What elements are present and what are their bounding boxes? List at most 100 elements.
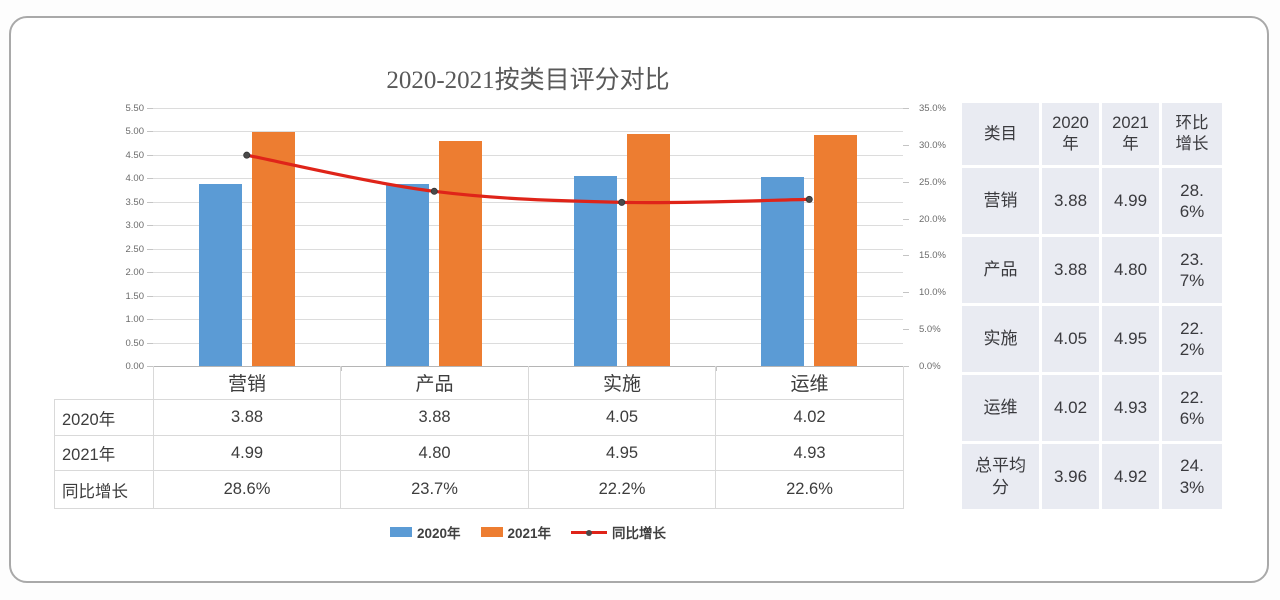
data-table-value-cell: 4.05: [528, 399, 716, 436]
left-axis-tick-label: 2.50: [125, 243, 145, 255]
data-table-value-cell: 23.7%: [340, 470, 529, 509]
legend-line-swatch: [571, 527, 608, 537]
left-axis-tick: [147, 201, 153, 203]
category-header-cell: 运维: [715, 366, 904, 400]
left-axis-tick-label: 1.50: [125, 290, 145, 302]
left-axis-tick: [147, 108, 153, 109]
chart-title: 2020-2021按类目评分对比: [386, 67, 670, 94]
left-axis-tick-label: 4.00: [125, 173, 145, 185]
gridline: [153, 131, 903, 133]
legend-bar-swatch: [389, 527, 412, 537]
chart-data-table: 营销 产品 实施 运维 2020年 3.88 3.88 4.05 4.02 2021年 4.99 4.…: [54, 366, 904, 509]
summary-value-cell: 4.95: [1102, 306, 1159, 372]
left-y-axis: 5.50 5.00 4.50 4.00 3.50 3.00 2.50 2.00 1.50 1.00…: [97, 103, 145, 372]
category-header-cell: 营销: [153, 366, 341, 400]
data-table-value-cell: 4.95: [528, 435, 716, 471]
bar-2021年: [439, 140, 483, 366]
summary-row-label: 实施: [962, 306, 1039, 372]
legend-label: 2020年: [416, 526, 461, 541]
left-axis-tick: [147, 154, 153, 156]
left-axis-tick: [147, 248, 153, 250]
summary-value-cell: 3.88: [1042, 168, 1099, 234]
data-table-value-cell: 4.80: [340, 435, 529, 471]
summary-value-cell: 4.92: [1102, 444, 1159, 509]
legend-bar-swatch: [480, 527, 503, 537]
right-axis-tick: [903, 218, 909, 220]
category-header-cell: 产品: [340, 366, 529, 400]
right-axis-tick: [903, 366, 909, 367]
right-axis-tick-label: 20.0%: [919, 213, 946, 225]
data-table-corner-cell: [54, 366, 154, 400]
summary-row-label: 营销: [962, 168, 1039, 234]
trend-marker: [430, 187, 438, 195]
left-axis-tick-label: 3.00: [125, 220, 145, 232]
category-header-cell: 实施: [528, 366, 716, 400]
data-table-row: 同比增长 28.6% 23.7% 22.2% 22.6%: [54, 470, 904, 509]
chart-legend: 2020年 2021年 同比增长: [153, 522, 903, 542]
data-table-value-cell: 28.6%: [153, 470, 341, 509]
right-axis-tick: [903, 108, 909, 109]
left-axis-tick: [147, 178, 153, 180]
left-axis-tick-label: 2.00: [125, 267, 145, 279]
gridline: [153, 272, 903, 274]
summary-value-cell: 4.02: [1042, 375, 1099, 441]
summary-value-cell: 24.3%: [1162, 444, 1222, 509]
legend-label: 2021年: [507, 526, 552, 541]
left-axis-tick-label: 5.00: [125, 126, 145, 138]
right-axis-tick-label: 25.0%: [919, 176, 946, 188]
summary-row-label: 总平均分: [962, 444, 1039, 509]
summary-value-cell: 4.93: [1102, 375, 1159, 441]
left-axis-tick: [147, 319, 153, 321]
right-axis-tick: [903, 292, 909, 294]
gridline: [153, 248, 903, 250]
data-table-row-label: 同比增长: [54, 470, 154, 509]
legend-label: 同比增长: [612, 526, 667, 541]
legend-line-marker: [586, 529, 593, 536]
data-table-value-cell: 3.88: [340, 399, 529, 436]
summary-row-label: 运维: [962, 375, 1039, 441]
bar-2020年: [386, 184, 430, 366]
right-axis-tick-label: 10.0%: [919, 287, 946, 299]
gridline: [153, 225, 903, 227]
data-table-value-cell: 4.93: [715, 435, 904, 471]
summary-value-cell: 23.7%: [1162, 237, 1222, 303]
bar-2020年: [198, 184, 242, 366]
gridline: [153, 295, 903, 297]
data-table-row: 2020年 3.88 3.88 4.05 4.02: [54, 399, 904, 436]
left-axis-tick: [147, 272, 153, 274]
data-table-row-label: 2020年: [54, 399, 154, 436]
trend-line: [245, 153, 811, 205]
trend-marker: [618, 198, 626, 206]
legend-item-同比增长: 同比增长: [571, 522, 666, 542]
bar-2020年: [761, 177, 805, 366]
x-axis-tick: [903, 366, 904, 371]
summary-header-cell: 类目: [962, 103, 1039, 165]
summary-value-cell: 3.96: [1042, 444, 1099, 509]
bar-2021年: [251, 131, 295, 366]
summary-header-cell: 环比增长: [1162, 103, 1222, 165]
left-axis-tick-label: 3.50: [125, 196, 145, 208]
summary-header-cell: 2020年: [1042, 103, 1099, 165]
bar-2020年: [573, 176, 617, 366]
data-table-row-label: 2021年: [54, 435, 154, 471]
right-y-axis: 35.0% 30.0% 25.0% 20.0% 15.0% 10.0% 5.0% 0.0%: [913, 103, 959, 372]
summary-value-cell: 22.2%: [1162, 306, 1222, 372]
left-axis-tick-label: 0.50: [125, 337, 145, 349]
bar-2021年: [626, 133, 670, 366]
gridline: [153, 108, 903, 109]
data-table-value-cell: 3.88: [153, 399, 341, 436]
right-axis-tick-label: 30.0%: [919, 139, 946, 151]
data-table-header-row: 营销 产品 实施 运维: [54, 366, 904, 400]
gridline: [153, 154, 903, 156]
gridline: [153, 342, 903, 344]
chart-card: 2020-2021按类目评分对比 5.50 5.00 4.50 4.00 3.50 3.0…: [9, 16, 1269, 583]
plot-area: [153, 108, 903, 366]
summary-value-cell: 28.6%: [1162, 168, 1222, 234]
gridline: [153, 201, 903, 203]
trend-line-layer: [243, 151, 813, 206]
right-axis-tick: [903, 181, 909, 183]
summary-row-label: 产品: [962, 237, 1039, 303]
left-axis-tick: [147, 295, 153, 297]
gridline: [153, 319, 903, 321]
